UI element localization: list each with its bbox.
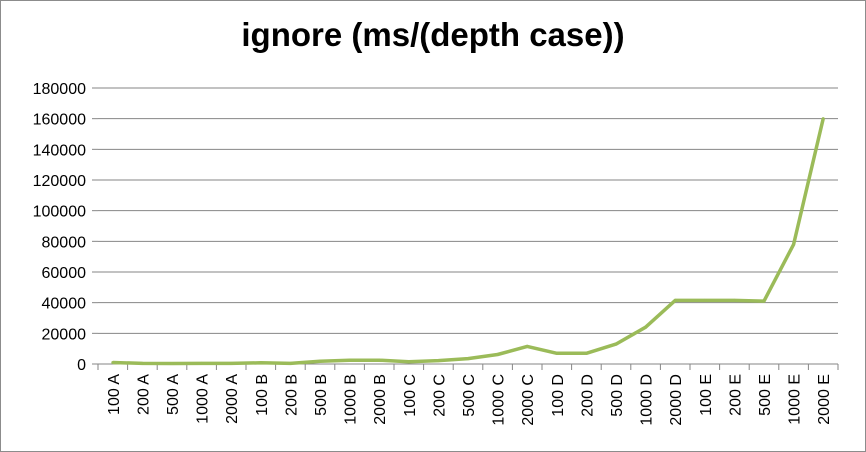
chart-title: ignore (ms/(depth case)) [241,16,625,53]
data-point [555,351,559,355]
y-tick-label: 160000 [33,112,86,129]
y-tick-label: 120000 [33,173,86,190]
y-tick-label: 40000 [42,296,87,313]
data-point [170,362,174,366]
x-tick-label: 100 B [254,374,271,416]
data-point [496,352,500,356]
data-point [377,358,381,362]
data-point [525,344,529,348]
x-axis-ticks: 100 A 200 A 500 A 1000 A 2000 A 100 B 200 B 500… [97,364,839,426]
x-tick-label: 200 D [579,374,596,417]
x-tick-label: 500 B [313,374,330,416]
x-tick-label: 100 C [402,374,419,417]
data-point [229,361,233,365]
x-tick-label: 1000 E [787,374,804,425]
x-tick-label: 2000 A [224,374,241,424]
data-point [703,298,707,302]
y-tick-label: 100000 [33,204,86,221]
x-tick-label: 200 A [135,374,152,415]
data-point [140,361,144,365]
data-point [762,299,766,303]
y-tick-label: 180000 [33,81,86,98]
data-point [259,361,263,365]
data-point [288,361,292,365]
x-tick-label: 2000 D [668,374,685,426]
x-tick-label: 200 C [431,374,448,417]
data-point [732,298,736,302]
y-tick-label: 80000 [42,234,87,251]
x-tick-label: 200 E [727,374,744,416]
x-tick-label: 500 A [165,374,182,415]
data-point [644,325,648,329]
data-point [466,357,470,361]
data-point [584,351,588,355]
data-point [792,242,796,246]
y-tick-label: 140000 [33,142,86,159]
data-point [111,360,115,364]
x-tick-label: 2000 C [520,374,537,426]
y-tick-label: 0 [77,357,86,374]
data-point [348,358,352,362]
data-point [614,342,618,346]
x-tick-label: 100 E [698,374,715,416]
x-tick-label: 1000 B [343,374,360,425]
data-point [407,360,411,364]
x-tick-label: 100 A [106,374,123,415]
data-point [673,298,677,302]
x-tick-label: 2000 B [372,374,389,425]
gridlines [98,87,838,334]
x-tick-label: 1000 C [491,374,508,426]
y-tick-label: 20000 [42,326,87,343]
y-tick-label: 60000 [42,265,87,282]
data-point [200,361,204,365]
data-point [821,117,825,121]
x-tick-label: 500 C [461,374,478,417]
data-point [436,359,440,363]
series-group [111,117,825,366]
x-tick-label: 100 D [550,374,567,417]
x-tick-label: 2000 E [816,374,833,425]
x-tick-label: 500 E [757,374,774,416]
x-tick-label: 200 B [283,374,300,416]
data-point [318,359,322,363]
x-tick-label: 1000 A [195,374,212,424]
x-tick-label: 1000 D [639,374,656,426]
y-axis-ticks: 0 20000 40000 60000 80000 100000 120000 140000 1… [33,81,98,374]
x-tick-label: 500 D [609,374,626,417]
